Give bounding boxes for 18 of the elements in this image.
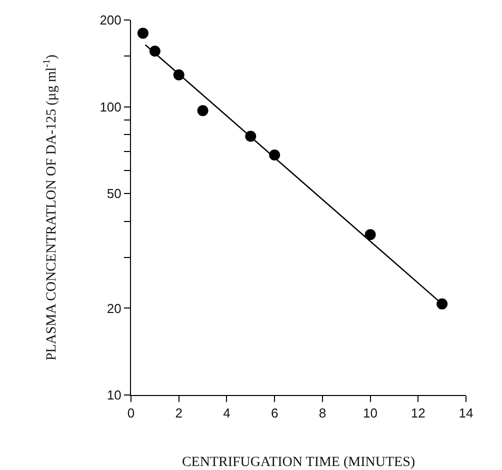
- point: [364, 229, 376, 240]
- x-tick-label: 14: [458, 406, 474, 421]
- x-tick-label: 0: [127, 406, 135, 421]
- point: [137, 28, 148, 39]
- y-tick-label: 200: [100, 12, 122, 28]
- x-tick-label: 10: [363, 406, 378, 421]
- y-tick-label: 10: [106, 388, 122, 403]
- x-tick-label: 6: [270, 406, 278, 421]
- y-tick-label: 50: [106, 186, 122, 202]
- x-tick-label: 4: [223, 406, 230, 421]
- point: [436, 298, 448, 310]
- x-axis-title: CENTRIFUGATION TIME (MINUTES): [182, 455, 416, 470]
- y-tick-label: 100: [100, 99, 122, 114]
- x-tick-label: 12: [410, 406, 426, 421]
- x-tick-label: 8: [318, 406, 326, 421]
- y-tick-label: 20: [106, 300, 122, 316]
- x-tick-label: 2: [175, 406, 182, 421]
- point: [197, 105, 208, 116]
